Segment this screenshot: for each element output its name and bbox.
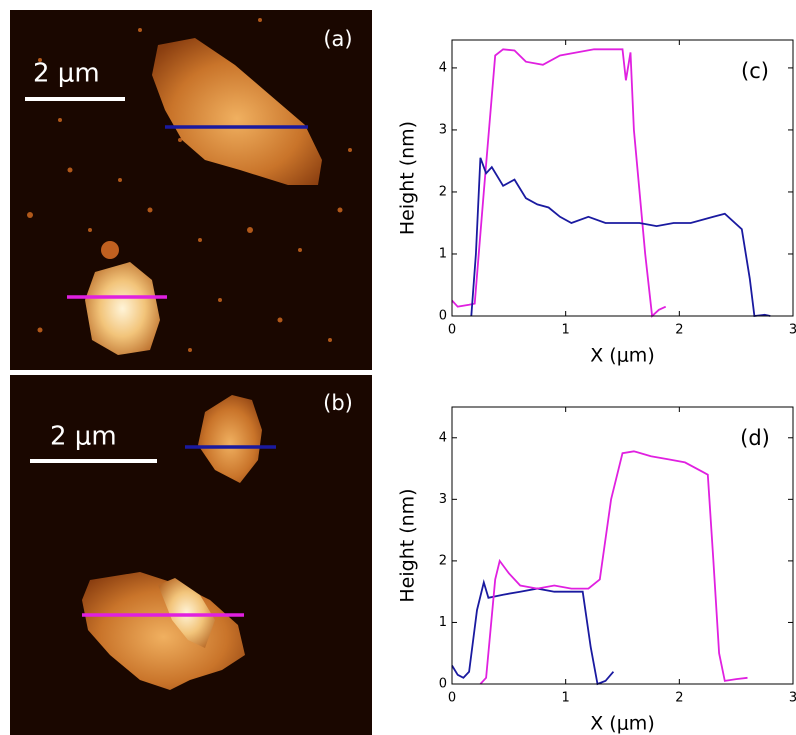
flake <box>152 38 322 185</box>
y-tick-label: 1 <box>439 246 447 261</box>
flake <box>198 395 262 483</box>
y-axis-title: Height (nm) <box>397 488 419 602</box>
y-axis-title: Height (nm) <box>397 121 419 235</box>
y-tick-label: 1 <box>439 615 447 630</box>
data-line <box>451 48 667 318</box>
y-tick-label: 3 <box>439 492 447 507</box>
flake <box>85 262 160 355</box>
y-tick-label: 4 <box>439 430 447 445</box>
x-tick-label: 1 <box>562 323 570 338</box>
x-tick-label: 0 <box>448 323 456 338</box>
chart: 0 1 2 3 4 0 1 2 3 X (μm) Height (nm) (d) <box>397 406 796 735</box>
data-line <box>470 157 771 317</box>
y-tick-label: 0 <box>439 677 447 692</box>
y-tick-label: 2 <box>439 553 447 568</box>
scale-label: 2 μm <box>50 422 117 452</box>
particles <box>27 18 352 352</box>
x-tick-label: 1 <box>562 691 570 706</box>
plot-frame <box>451 39 794 317</box>
y-tick-label: 2 <box>439 184 447 199</box>
x-tick-label: 0 <box>448 691 456 706</box>
panel-label: (a) <box>323 27 352 51</box>
y-tick-label: 0 <box>439 309 447 324</box>
x-tick-label: 2 <box>675 323 683 338</box>
x-axis-title: X (μm) <box>590 345 654 367</box>
panel-label: (d) <box>740 426 770 450</box>
afm-image-a: 2 μm (a) <box>10 10 372 370</box>
flake-highlight <box>158 578 215 648</box>
x-tick-label: 2 <box>675 691 683 706</box>
x-tick-label: 3 <box>789 691 796 706</box>
plot-frame <box>451 406 794 685</box>
y-tick-label: 4 <box>439 60 447 75</box>
scale-label: 2 μm <box>33 59 100 89</box>
data-line <box>451 578 615 686</box>
panel-label: (c) <box>741 59 769 83</box>
x-axis-title: X (μm) <box>590 713 654 735</box>
x-tick-label: 3 <box>789 323 796 338</box>
flake <box>82 572 245 690</box>
y-tick-label: 3 <box>439 122 447 137</box>
chart: 0 1 2 3 4 0 1 2 3 X (μm) Height (nm) (c) <box>397 39 796 367</box>
data-line <box>479 450 748 685</box>
panel-label: (b) <box>323 391 353 415</box>
afm-image-b: 2 μm (b) <box>10 375 372 735</box>
